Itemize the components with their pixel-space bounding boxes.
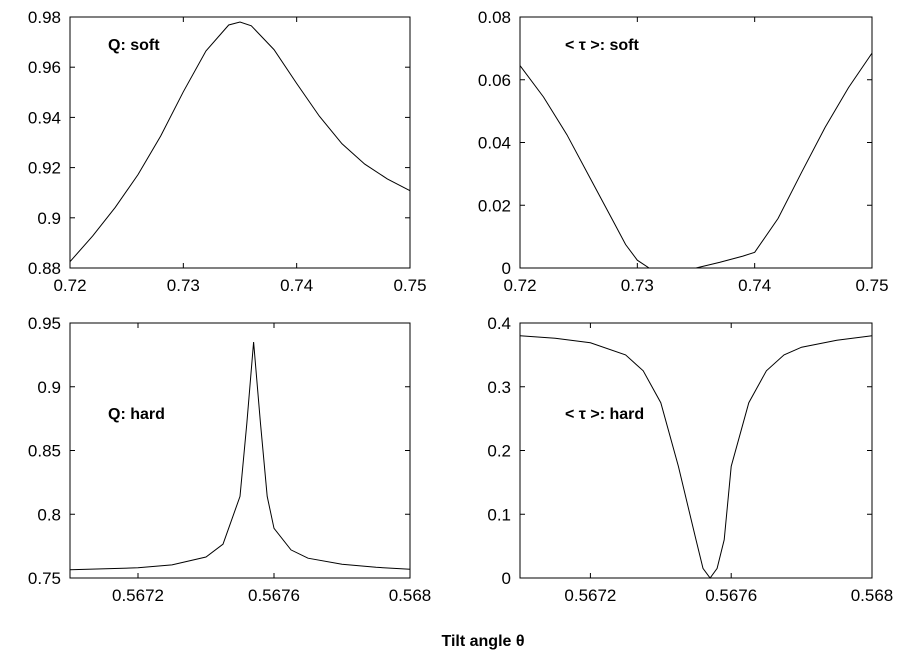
y-tick-label: 0.1 — [487, 505, 511, 524]
y-tick-label: 0.02 — [478, 196, 511, 215]
plot-frame — [69, 322, 411, 579]
y-tick-label: 0.94 — [28, 108, 61, 127]
series-line — [519, 335, 873, 579]
series-line — [519, 52, 873, 269]
y-tick-label: 0 — [502, 259, 511, 278]
y-tick-label: 0.2 — [487, 442, 511, 461]
y-tick-label: 0.06 — [478, 71, 511, 90]
plot-frame — [69, 16, 411, 269]
series-line — [69, 342, 411, 571]
chart-q-soft: 0.72 0.73 0.74 0.75 0.88 0.9 0.92 0.94 0.96 0.98 Q… — [28, 8, 427, 295]
y-tick-label: 0.98 — [28, 8, 61, 27]
x-tick-label: 0.75 — [855, 276, 888, 295]
y-tick-label: 0.3 — [487, 378, 511, 397]
panel-label: Q: hard — [108, 406, 165, 423]
x-tick-label: 0.72 — [503, 276, 536, 295]
x-tick-label: 0.72 — [53, 276, 86, 295]
panel-label: < τ >: soft — [565, 37, 639, 54]
panel-label: Q: soft — [108, 37, 160, 54]
chart-tau-soft: 0.72 0.73 0.74 0.75 0 0.02 0.04 0.06 0.08 < τ >: … — [478, 8, 889, 295]
y-tick-label: 0.9 — [37, 209, 61, 228]
y-tick-label: 0.9 — [37, 378, 61, 397]
x-tick-label: 0.568 — [389, 586, 432, 605]
y-tick-label: 0.75 — [28, 569, 61, 588]
x-tick-label: 0.5672 — [564, 586, 616, 605]
x-tick-label: 0.73 — [621, 276, 654, 295]
x-tick-label: 0.74 — [738, 276, 771, 295]
panel-label: < τ >: hard — [565, 406, 644, 423]
x-tick-label: 0.5676 — [705, 586, 757, 605]
x-tick-label: 0.568 — [851, 586, 894, 605]
y-tick-label: 0.4 — [487, 314, 511, 333]
series-line — [69, 21, 411, 263]
y-tick-label: 0.04 — [478, 134, 511, 153]
y-tick-label: 0.8 — [37, 505, 61, 524]
y-tick-label: 0.92 — [28, 159, 61, 178]
x-axis-title: Tilt angle θ — [441, 633, 524, 650]
y-tick-label: 0.85 — [28, 442, 61, 461]
y-tick-label: 0.08 — [478, 8, 511, 27]
chart-tau-hard: 0.5672 0.5676 0.568 0 0.1 0.2 0.3 0.4 < τ >: har… — [487, 314, 893, 605]
y-tick-label: 0.95 — [28, 314, 61, 333]
y-tick-label: 0 — [502, 569, 511, 588]
plot-frame — [519, 16, 873, 269]
x-tick-label: 0.5676 — [248, 586, 300, 605]
x-tick-label: 0.75 — [393, 276, 426, 295]
y-tick-label: 0.96 — [28, 58, 61, 77]
x-tick-label: 0.73 — [167, 276, 200, 295]
chart-q-hard: 0.5672 0.5676 0.568 0.75 0.8 0.85 0.9 0.95 Q: ha… — [28, 314, 431, 605]
x-tick-label: 0.74 — [280, 276, 313, 295]
x-tick-label: 0.5672 — [112, 586, 164, 605]
y-tick-label: 0.88 — [28, 259, 61, 278]
